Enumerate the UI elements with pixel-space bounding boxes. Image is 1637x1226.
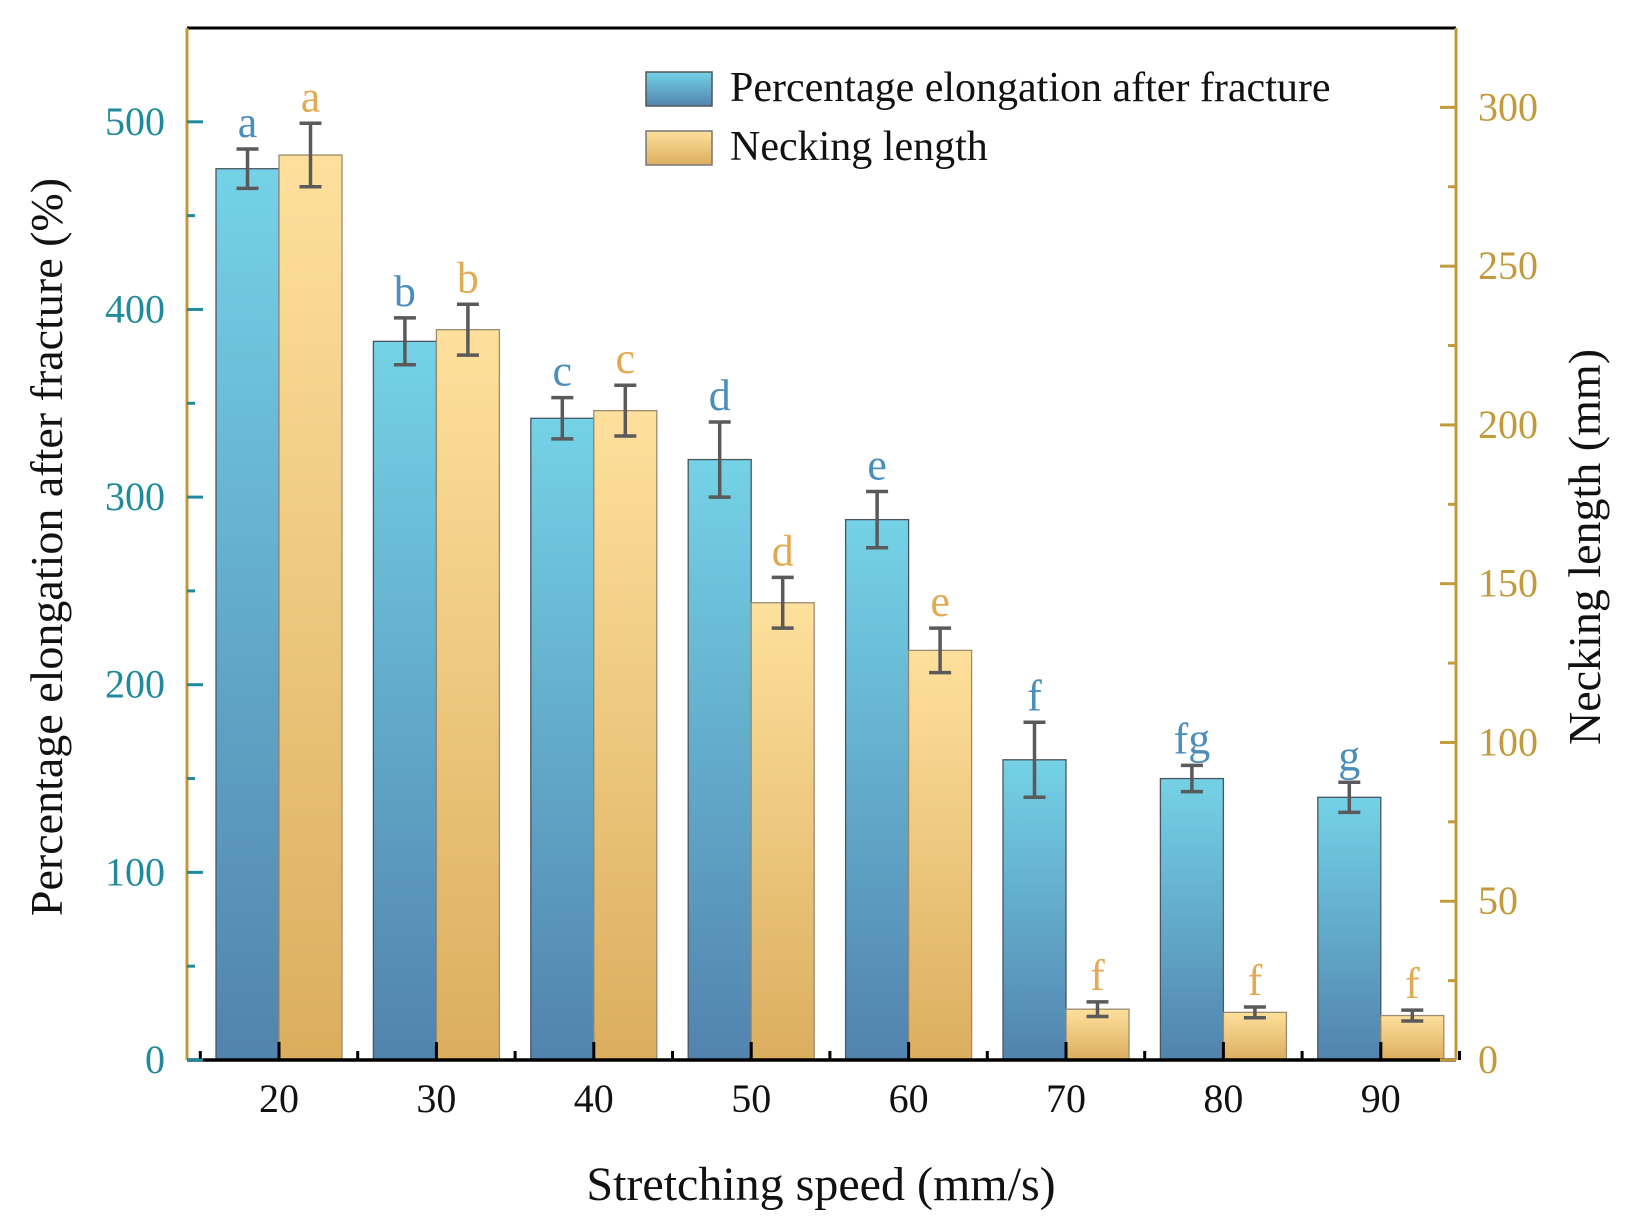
error-bar-necking-20 — [299, 121, 322, 189]
bar-necking-50 — [750, 602, 815, 1061]
bar-elongation-60 — [844, 518, 910, 1061]
error-bar-elongation-20 — [236, 147, 259, 191]
y-left-tick-label-100: 100 — [105, 849, 165, 894]
error-bar-necking-90 — [1401, 1008, 1424, 1023]
error-bar-elongation-30 — [393, 316, 416, 367]
y-right-tick-label-50: 50 — [1478, 878, 1518, 923]
significance-letter-necking-90: f — [1405, 959, 1420, 1008]
bar-elongation-20 — [215, 168, 280, 1061]
significance-letter-necking-30: b — [457, 253, 479, 302]
significance-letter-elongation-30: b — [394, 267, 416, 316]
y-right-tick-label-150: 150 — [1478, 561, 1538, 606]
bar-elongation-80 — [1159, 777, 1225, 1061]
bar-elongation-40 — [530, 417, 595, 1061]
bar-necking-20 — [278, 154, 343, 1061]
y-axis-right-title: Necking length (mm) — [1559, 349, 1610, 745]
bar-necking-80 — [1222, 1011, 1288, 1061]
error-bar-necking-50 — [771, 575, 794, 630]
x-tick-label-70: 70 — [1046, 1076, 1086, 1121]
y-left-tick-label-400: 400 — [105, 286, 165, 331]
error-bar-elongation-80 — [1180, 763, 1203, 794]
error-bar-necking-70 — [1086, 1000, 1109, 1019]
significance-letter-elongation-90: g — [1338, 731, 1360, 780]
legend-label-elongation: Percentage elongation after fracture — [730, 65, 1331, 111]
error-bar-necking-60 — [929, 626, 952, 675]
error-bar-elongation-70 — [1023, 720, 1046, 800]
significance-letter-elongation-20: a — [238, 98, 258, 147]
significance-letter-elongation-40: c — [553, 347, 573, 396]
significance-letter-elongation-60: e — [867, 440, 887, 489]
legend-swatch-elongation — [645, 71, 713, 107]
y-left-tick-label-200: 200 — [105, 662, 165, 707]
legend: Percentage elongation after fracture Nec… — [645, 65, 1331, 170]
legend-label-necking: Necking length — [730, 124, 988, 170]
significance-letter-necking-40: c — [616, 334, 636, 383]
y-right-tick-label-100: 100 — [1478, 719, 1538, 764]
x-tick-label-40: 40 — [574, 1076, 614, 1121]
x-tick-label-60: 60 — [889, 1076, 929, 1121]
error-bar-necking-40 — [614, 383, 637, 438]
bar-necking-40 — [593, 409, 658, 1061]
y-right-tick-label-300: 300 — [1478, 84, 1538, 129]
bar-elongation-90 — [1317, 796, 1382, 1061]
bar-elongation-30 — [372, 340, 438, 1061]
y-right-tick-label-200: 200 — [1478, 402, 1538, 447]
significance-letter-necking-80: f — [1248, 956, 1263, 1005]
bar-necking-70 — [1065, 1008, 1130, 1061]
y-left-tick-label-300: 300 — [105, 474, 165, 519]
x-tick-label-50: 50 — [731, 1076, 771, 1121]
significance-letter-elongation-80: fg — [1174, 714, 1211, 763]
bar-elongation-70 — [1002, 759, 1067, 1061]
x-tick-label-80: 80 — [1203, 1076, 1243, 1121]
x-tick-label-90: 90 — [1361, 1076, 1401, 1121]
y-right-tick-label-0: 0 — [1478, 1037, 1498, 1082]
bar-necking-30 — [435, 329, 501, 1061]
significance-letter-necking-50: d — [772, 526, 794, 575]
x-tick-label-20: 20 — [259, 1076, 299, 1121]
error-bar-elongation-90 — [1338, 780, 1361, 815]
error-bar-necking-30 — [456, 302, 479, 357]
error-bar-necking-80 — [1243, 1005, 1266, 1020]
x-tick-label-30: 30 — [416, 1076, 456, 1121]
error-bar-elongation-50 — [708, 420, 731, 499]
y-right-tick-label-250: 250 — [1478, 243, 1538, 288]
y-left-tick-label-0: 0 — [145, 1037, 165, 1082]
bar-necking-60 — [907, 649, 973, 1061]
bar-elongation-50 — [687, 458, 752, 1061]
significance-letter-necking-70: f — [1090, 951, 1105, 1000]
significance-letter-necking-60: e — [930, 577, 950, 626]
y-axis-left-title: Percentage elongation after fracture (%) — [21, 178, 72, 916]
x-axis-title: Stretching speed (mm/s) — [586, 1158, 1055, 1211]
error-bar-elongation-60 — [866, 489, 889, 550]
y-left-tick-label-500: 500 — [105, 99, 165, 144]
significance-letter-elongation-50: d — [709, 371, 731, 420]
error-bar-elongation-40 — [551, 395, 574, 441]
legend-swatch-necking — [645, 130, 713, 166]
significance-letter-elongation-70: f — [1027, 671, 1042, 720]
significance-letter-necking-20: a — [301, 72, 321, 121]
